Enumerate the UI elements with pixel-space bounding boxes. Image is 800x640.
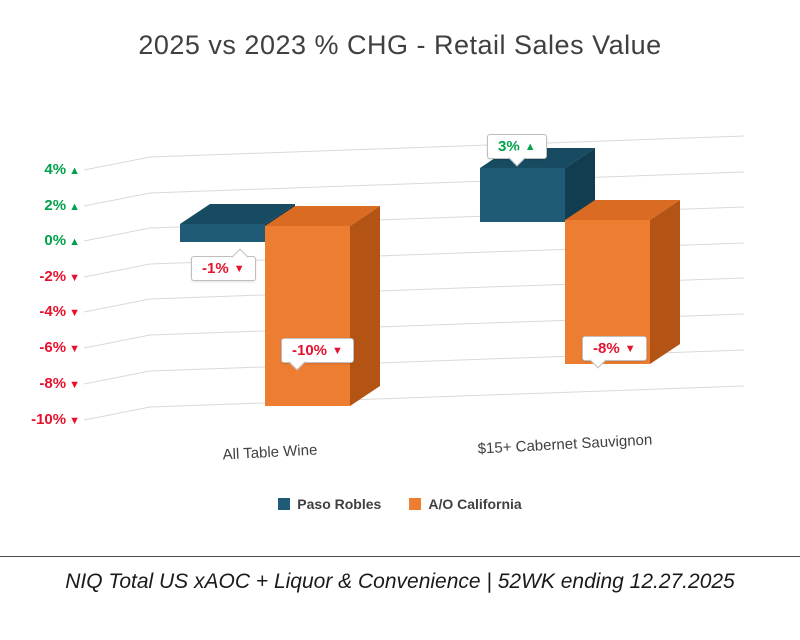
gridline — [83, 277, 745, 313]
legend: Paso Robles A/O California — [0, 496, 800, 512]
bar-paso-robles-top — [180, 204, 295, 224]
gridline — [83, 171, 745, 207]
footer-divider — [0, 556, 800, 557]
bar-a-o-california-side — [650, 200, 680, 364]
up-arrow-icon: ▲ — [69, 201, 80, 213]
category-label-all-table-wine: All Table Wine — [222, 441, 318, 464]
up-arrow-icon: ▲ — [69, 165, 80, 177]
down-arrow-icon: ▼ — [69, 379, 80, 391]
data-label-value: -1% — [202, 260, 229, 277]
legend-label: A/O California — [428, 496, 522, 512]
down-arrow-icon: ▼ — [69, 307, 80, 319]
paso-robles-swatch-icon — [278, 498, 291, 510]
down-arrow-icon: ▼ — [69, 272, 80, 284]
tick-label: -4% — [39, 303, 67, 320]
y-axis-tick: -8% ▼ — [8, 374, 80, 395]
y-axis-tick: -4% ▼ — [8, 302, 80, 323]
data-label-callout-ao-all-table-wine: -10% ▼ — [281, 338, 354, 371]
legend-item-ao-california: A/O California — [409, 496, 522, 512]
tick-label: -6% — [39, 339, 67, 356]
up-arrow-icon: ▲ — [69, 236, 80, 248]
down-arrow-icon: ▼ — [624, 342, 636, 355]
bar-a-o-california-top — [565, 200, 680, 220]
legend-label: Paso Robles — [297, 496, 382, 512]
chart-title: 2025 vs 2023 % CHG - Retail Sales Value — [138, 30, 662, 60]
legend-item-paso-robles: Paso Robles — [278, 496, 381, 512]
data-label-callout-paso-cabernet: 3% ▲ — [487, 134, 547, 167]
down-arrow-icon: ▼ — [332, 344, 343, 357]
y-axis-tick: 4% ▲ — [8, 160, 80, 181]
bar-a-o-california-front — [265, 226, 350, 406]
source-footnote: NIQ Total US xAOC + Liquor & Convenience… — [65, 570, 735, 593]
tick-label: -2% — [39, 268, 67, 285]
y-axis-tick: -6% ▼ — [8, 338, 80, 359]
gridline — [83, 242, 745, 278]
tick-label: 4% — [44, 161, 67, 178]
gridline — [83, 385, 745, 421]
bar-paso-robles-front — [480, 168, 565, 222]
y-axis-tick: -10% ▼ — [8, 410, 80, 431]
category-label-cabernet: $15+ Cabernet Sauvignon — [477, 431, 653, 458]
y-axis-tick: 2% ▲ — [8, 196, 80, 217]
bar-paso-robles-side — [265, 204, 295, 242]
bar-paso-robles-front — [180, 224, 265, 242]
tick-label: -10% — [31, 411, 67, 428]
tick-label: -8% — [39, 375, 67, 392]
bar-a-o-california-top — [265, 206, 380, 226]
gridline — [83, 206, 745, 242]
bar-paso-robles-side — [565, 148, 595, 222]
data-label-callout-ao-cabernet: -8% ▼ — [582, 336, 647, 369]
tick-label: 0% — [44, 232, 67, 249]
gridline — [83, 135, 745, 171]
down-arrow-icon: ▼ — [69, 343, 80, 355]
ao-california-swatch-icon — [409, 498, 422, 510]
tick-label: 2% — [44, 197, 67, 214]
y-axis-tick: -2% ▼ — [8, 267, 80, 288]
down-arrow-icon: ▼ — [233, 262, 245, 275]
data-label-value: -10% — [292, 342, 328, 359]
data-label-callout-paso-all-table-wine: -1% ▼ — [191, 248, 256, 281]
y-axis-tick: 0% ▲ — [8, 231, 80, 252]
up-arrow-icon: ▲ — [524, 140, 536, 153]
bar-a-o-california-side — [350, 206, 380, 406]
down-arrow-icon: ▼ — [69, 415, 80, 427]
